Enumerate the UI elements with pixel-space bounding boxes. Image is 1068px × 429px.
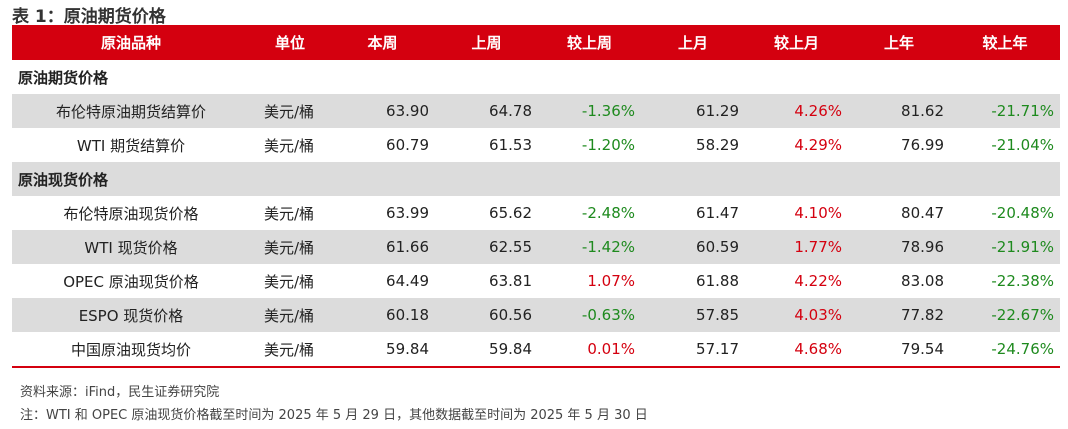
- cell: -2.48%: [581, 204, 635, 222]
- cell: 79.54: [848, 332, 950, 368]
- cell: 62.55: [435, 230, 538, 264]
- cell: 63.90: [330, 94, 435, 128]
- section-row: 原油现货价格: [12, 162, 1060, 196]
- cell: -22.67%: [950, 298, 1060, 332]
- cell: 57.17: [641, 332, 745, 368]
- header-cell: 本周: [330, 25, 435, 60]
- cell: -0.63%: [538, 298, 641, 332]
- cell: 美元/桶: [250, 230, 330, 264]
- cell: 59.84: [435, 332, 538, 368]
- header-cell: 上月: [641, 25, 745, 60]
- data-row: 布伦特原油现货价格 美元/桶 63.99 65.62 -2.48% 61.47 4.10% 8…: [12, 196, 1060, 230]
- data-row: 布伦特原油期货结算价 美元/桶 63.90 64.78 -1.36% 61.29 4.26%…: [12, 94, 1060, 128]
- header-cell: 较上月: [745, 25, 848, 60]
- section-row: 原油期货价格: [12, 60, 1060, 94]
- cell: 4.68%: [745, 332, 848, 368]
- header-cell: 上年: [848, 25, 950, 60]
- cell: 4.22%: [794, 272, 842, 290]
- cell: 63.99: [386, 204, 429, 222]
- data-row: WTI 期货结算价 美元/桶 60.79 61.53 -1.20% 58.29 4.29% 7…: [12, 128, 1060, 162]
- cell: 60.18: [330, 298, 435, 332]
- cell: -22.38%: [991, 272, 1054, 290]
- row-label: WTI 期货结算价: [76, 136, 186, 155]
- cell: -1.36%: [538, 94, 641, 128]
- cell: 4.10%: [794, 204, 842, 222]
- data-row: OPEC 原油现货价格 美元/桶 64.49 63.81 1.07% 61.88 4.22%…: [12, 264, 1060, 298]
- cell: 美元/桶: [264, 136, 315, 155]
- cell: -1.42%: [538, 230, 641, 264]
- cell: 1.77%: [745, 230, 848, 264]
- header-row: 原油品种 单位 本周 上周 较上周 上月 较上月 上年 较上年: [12, 25, 1060, 60]
- header-cell: 较上年: [950, 25, 1060, 60]
- cell: 59.84: [330, 332, 435, 368]
- cell: -1.20%: [581, 136, 635, 154]
- cell: 65.62: [489, 204, 532, 222]
- section-label: 原油期货价格: [18, 68, 109, 87]
- cell: -24.76%: [950, 332, 1060, 368]
- cell: 61.53: [489, 136, 532, 154]
- header-cell: 较上周: [538, 25, 641, 60]
- cell: 83.08: [901, 272, 944, 290]
- cell: 60.59: [641, 230, 745, 264]
- cell: 60.56: [435, 298, 538, 332]
- row-label: 布伦特原油期货结算价: [12, 94, 250, 128]
- cell: 0.01%: [538, 332, 641, 368]
- price-table: 原油品种 单位 本周 上周 较上周 上月 较上月 上年 较上年 原油期货价格布伦特原油期货结算价…: [12, 25, 1060, 368]
- cell: -21.91%: [950, 230, 1060, 264]
- cell: 美元/桶: [250, 332, 330, 368]
- row-label: 布伦特原油现货价格: [63, 204, 199, 223]
- cell: 4.29%: [794, 136, 842, 154]
- cell: 61.47: [696, 204, 739, 222]
- cell: -21.04%: [991, 136, 1054, 154]
- source: 资料来源：iFind，民生证券研究院: [20, 385, 220, 400]
- header-cell: 上周: [435, 25, 538, 60]
- cell: 60.79: [386, 136, 429, 154]
- cell: 美元/桶: [250, 298, 330, 332]
- cell: -20.48%: [991, 204, 1054, 222]
- cell: 4.03%: [745, 298, 848, 332]
- cell: 美元/桶: [264, 204, 315, 223]
- cell: 61.29: [641, 94, 745, 128]
- cell: 80.47: [901, 204, 944, 222]
- row-label: WTI 现货价格: [12, 230, 250, 264]
- section-label: 原油现货价格: [12, 162, 1060, 196]
- data-row: ESPO 现货价格 美元/桶 60.18 60.56 -0.63% 57.85 4.03% 7…: [12, 298, 1060, 332]
- note: 注：WTI 和 OPEC 原油现货价格截至时间为 2025 年 5 月 29 日…: [20, 408, 648, 423]
- data-row: 中国原油现货均价 美元/桶 59.84 59.84 0.01% 57.17 4.68% 79.…: [12, 332, 1060, 368]
- cell: 63.81: [489, 272, 532, 290]
- cell: 61.66: [330, 230, 435, 264]
- cell: 1.07%: [587, 272, 635, 290]
- header-cell: 单位: [250, 25, 330, 60]
- cell: 81.62: [848, 94, 950, 128]
- cell: -21.71%: [950, 94, 1060, 128]
- cell: 美元/桶: [250, 94, 330, 128]
- table-title: 表 1：原油期货价格: [12, 7, 166, 27]
- cell: 64.78: [435, 94, 538, 128]
- data-row: WTI 现货价格 美元/桶 61.66 62.55 -1.42% 60.59 1.77% 78…: [12, 230, 1060, 264]
- cell: 76.99: [901, 136, 944, 154]
- cell: 64.49: [386, 272, 429, 290]
- cell: 57.85: [641, 298, 745, 332]
- row-label: 中国原油现货均价: [12, 332, 250, 368]
- cell: 77.82: [848, 298, 950, 332]
- cell: 78.96: [848, 230, 950, 264]
- cell: 4.26%: [745, 94, 848, 128]
- cell: 61.88: [696, 272, 739, 290]
- cell: 58.29: [696, 136, 739, 154]
- cell: 美元/桶: [264, 272, 315, 291]
- row-label: ESPO 现货价格: [12, 298, 250, 332]
- header-cell: 原油品种: [12, 25, 250, 60]
- row-label: OPEC 原油现货价格: [63, 272, 199, 291]
